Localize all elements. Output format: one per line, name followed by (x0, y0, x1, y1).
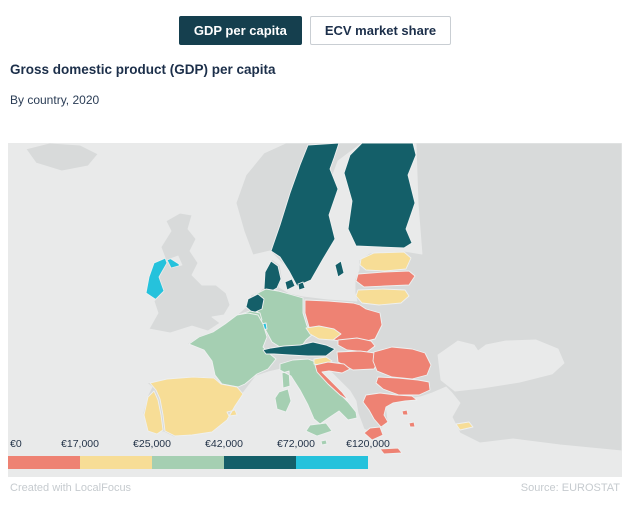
country-netherlands[interactable] (245, 293, 265, 314)
country-italy[interactable] (274, 358, 358, 437)
country-slovakia[interactable] (337, 337, 376, 353)
country-cyprus[interactable] (455, 421, 474, 431)
legend-swatch-25-42 (152, 456, 224, 469)
legend-swatch-0-17 (8, 456, 80, 469)
footer: Created with LocalFocus Source: EUROSTAT (10, 482, 620, 494)
legend-swatch-72-120 (296, 456, 368, 469)
map-legend: €0 €17,000 €25,000 €42,000 €72,000 €120,000 (8, 438, 408, 469)
country-bulgaria[interactable] (375, 376, 431, 396)
legend-swatch-42-72 (224, 456, 296, 469)
country-romania[interactable] (372, 346, 432, 380)
legend-label: €120,000 (346, 438, 390, 450)
country-spain[interactable] (149, 376, 244, 437)
legend-label: €0 (10, 438, 22, 450)
tab-gdp-per-capita[interactable]: GDP per capita (178, 16, 302, 45)
legend-color-bar (8, 456, 368, 469)
page-subtitle: By country, 2020 (10, 93, 100, 107)
country-portugal[interactable] (143, 390, 164, 435)
map-canvas (25, 143, 622, 455)
tab-ecv-market-share[interactable]: ECV market share (309, 16, 452, 45)
source-credit: Source: EUROSTAT (520, 482, 620, 494)
legend-labels: €0 €17,000 €25,000 €42,000 €72,000 €120,000 (8, 438, 408, 453)
country-france[interactable] (188, 312, 277, 388)
localfocus-credit: Created with LocalFocus (10, 482, 132, 494)
tab-bar: GDP per capita ECV market share (0, 16, 630, 45)
country-czechia[interactable] (305, 325, 342, 341)
legend-label: €17,000 (61, 438, 99, 450)
country-finland[interactable] (343, 143, 417, 249)
europe-choropleth-map: €0 €17,000 €25,000 €42,000 €72,000 €120,000 (8, 143, 622, 477)
region-united-kingdom (148, 212, 231, 334)
country-latvia[interactable] (355, 270, 416, 288)
country-croatia[interactable] (314, 361, 351, 401)
country-greece[interactable] (362, 392, 418, 455)
legend-label: €42,000 (205, 438, 243, 450)
legend-swatch-17-25 (80, 456, 152, 469)
country-malta[interactable] (320, 439, 328, 446)
page-title: Gross domestic product (GDP) per capita (10, 62, 276, 77)
legend-label: €72,000 (277, 438, 315, 450)
legend-label: €25,000 (133, 438, 171, 450)
country-sweden[interactable] (270, 143, 345, 287)
country-austria[interactable] (262, 341, 336, 357)
country-estonia[interactable] (359, 251, 412, 272)
region-iceland (25, 143, 99, 172)
country-lithuania[interactable] (355, 288, 410, 306)
